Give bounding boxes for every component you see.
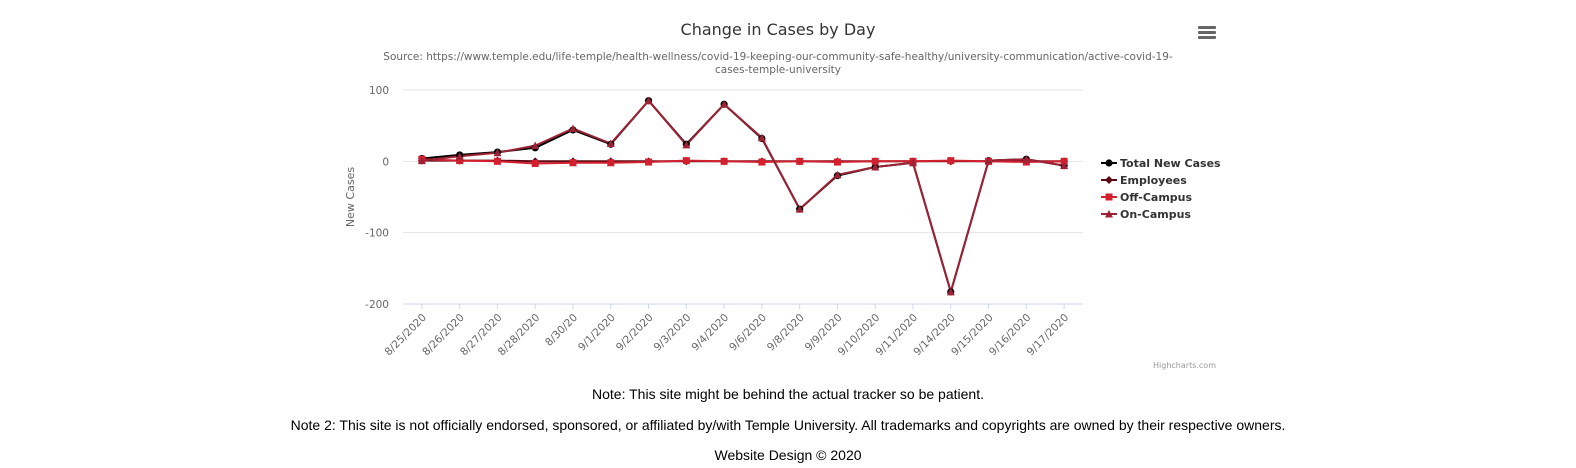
data-point-off-campus bbox=[456, 157, 464, 165]
data-point-off-campus bbox=[645, 158, 653, 166]
chart-subtitle-line: Source: https://www.temple.edu/life-temp… bbox=[383, 51, 1173, 63]
legend-marker-on-campus bbox=[1105, 210, 1113, 218]
series-line-off-campus bbox=[421, 158, 1065, 165]
x-tick-label: 9/6/2020 bbox=[727, 312, 769, 354]
note-disclaimer: Note 2: This site is not officially endo… bbox=[290, 417, 1286, 433]
legend-marker-employees bbox=[1105, 176, 1113, 184]
chart-menu-icon[interactable] bbox=[1197, 24, 1217, 42]
data-point-off-campus bbox=[682, 157, 690, 165]
data-point-on-campus bbox=[682, 140, 691, 149]
data-point-on-campus bbox=[1022, 155, 1031, 163]
data-point-on-campus bbox=[644, 96, 653, 105]
y-tick-label: 0 bbox=[382, 156, 389, 168]
data-point-off-campus bbox=[833, 158, 841, 166]
data-point-on-campus bbox=[795, 205, 804, 213]
legend-label-employees: Employees bbox=[1120, 174, 1187, 187]
y-tick-label: -200 bbox=[365, 299, 389, 311]
data-point-on-campus bbox=[946, 287, 955, 296]
chart-subtitle-line: cases-temple-university bbox=[715, 64, 841, 76]
data-point-on-campus bbox=[493, 148, 502, 157]
data-point-on-campus bbox=[757, 133, 766, 142]
note-tracker-delay: Note: This site might be behind the actu… bbox=[592, 386, 984, 402]
data-point-on-campus bbox=[720, 100, 729, 108]
data-point-on-campus bbox=[984, 156, 993, 165]
data-point-on-campus bbox=[569, 124, 577, 133]
legend-label-on-campus: On-Campus bbox=[1120, 208, 1191, 221]
series-line-total-new-cases bbox=[421, 99, 1065, 293]
data-point-off-campus bbox=[531, 159, 539, 167]
data-point-on-campus bbox=[606, 139, 615, 147]
chart-container: Change in Cases by Day Source: https://ww… bbox=[344, 20, 1221, 370]
data-point-on-campus bbox=[455, 152, 464, 160]
data-point-off-campus bbox=[871, 157, 879, 165]
data-point-off-campus bbox=[1060, 157, 1068, 165]
series-line-on-campus bbox=[421, 99, 1065, 293]
footer-copyright: Website Design © 2020 bbox=[714, 447, 862, 463]
data-point-off-campus bbox=[758, 158, 766, 166]
legend-label-total-new-cases: Total New Cases bbox=[1120, 157, 1221, 170]
x-tick-label: 9/8/2020 bbox=[765, 312, 807, 354]
x-tick-label: 9/3/2020 bbox=[652, 312, 694, 354]
data-point-off-campus bbox=[493, 157, 501, 165]
data-point-off-campus bbox=[947, 157, 955, 165]
line-chart: Change in Cases by Day Source: https://ww… bbox=[344, 20, 1221, 370]
data-point-on-campus bbox=[531, 141, 540, 150]
legend-marker-total-new-cases bbox=[1105, 159, 1113, 167]
data-point-off-campus bbox=[607, 159, 615, 167]
y-axis-label: New Cases bbox=[344, 167, 357, 227]
y-tick-label: -100 bbox=[365, 228, 389, 240]
data-point-on-campus bbox=[833, 170, 842, 179]
chart-title: Change in Cases by Day bbox=[681, 20, 876, 39]
legend-marker-off-campus bbox=[1105, 193, 1113, 201]
x-tick-label: 9/2/2020 bbox=[614, 312, 656, 354]
legend-label-off-campus: Off-Campus bbox=[1120, 191, 1192, 204]
data-point-off-campus bbox=[796, 157, 804, 165]
credits-link: Highcharts.com bbox=[1153, 361, 1216, 370]
data-point-on-campus bbox=[417, 156, 426, 165]
x-tick-label: 9/4/2020 bbox=[689, 312, 731, 354]
x-tick-label: 9/1/2020 bbox=[576, 312, 618, 354]
data-point-on-campus bbox=[909, 158, 917, 167]
data-point-on-campus bbox=[871, 163, 880, 171]
data-point-off-campus bbox=[720, 157, 728, 165]
data-point-off-campus bbox=[569, 159, 577, 167]
y-tick-label: 100 bbox=[369, 85, 389, 97]
x-tick-label: 8/30/20 bbox=[543, 312, 580, 349]
data-point-on-campus bbox=[1060, 161, 1069, 170]
